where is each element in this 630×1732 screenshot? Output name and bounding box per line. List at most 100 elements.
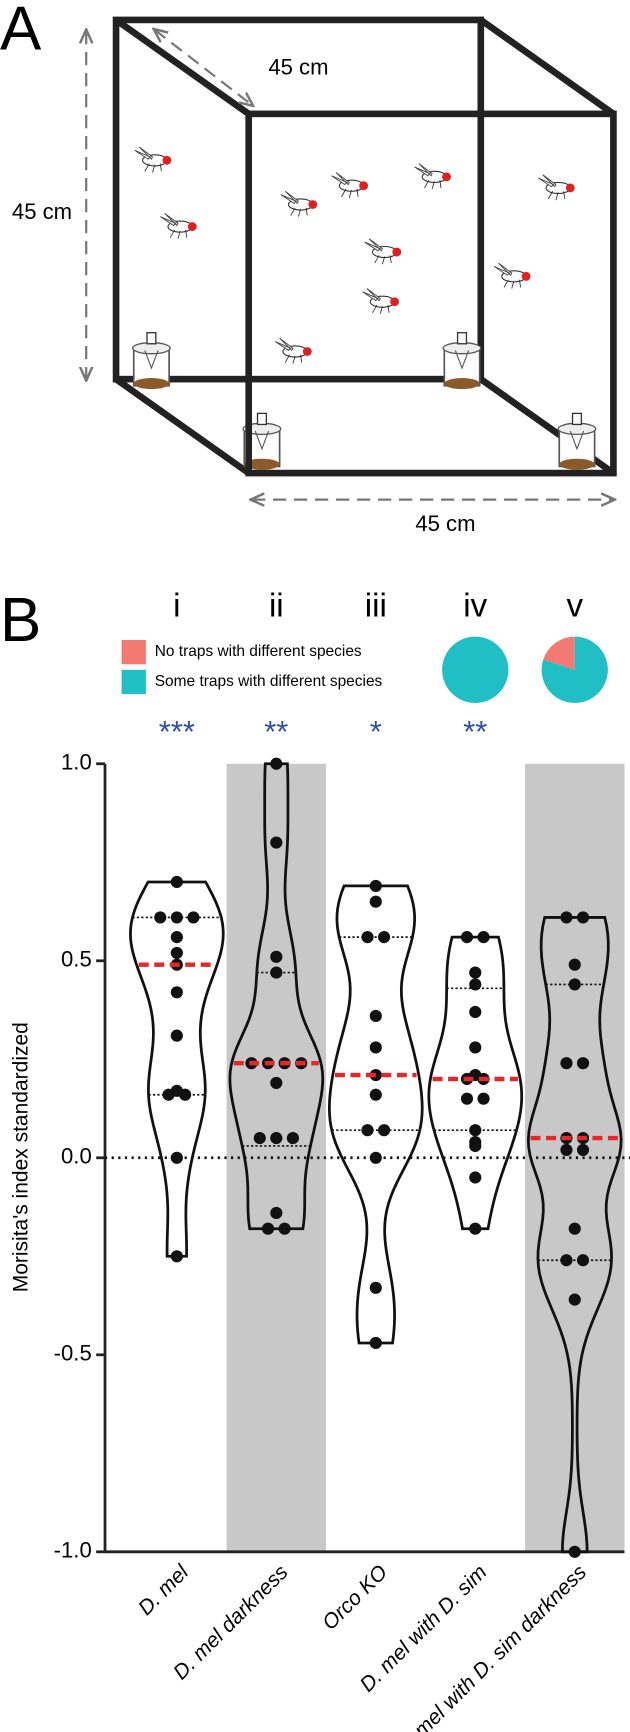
flies [134,146,576,365]
data-point [469,1124,482,1137]
panel-label: B [0,586,41,655]
data-point [369,1151,382,1164]
panel-numeral: i [173,588,180,625]
legend-label: Some traps with different species [155,673,383,690]
data-point [278,1222,291,1235]
data-point [170,946,183,959]
significance: ** [264,714,288,749]
data-point [361,931,374,944]
dimension-label: 45 cm [415,511,475,536]
data-point [477,931,490,944]
panel-label: A [0,0,42,64]
traps [131,331,597,471]
significance: * [370,714,382,749]
data-point [469,978,482,991]
violin [228,762,325,1231]
x-tick-label: D. mel [134,1560,194,1620]
data-point [560,1143,573,1156]
data-point [270,950,283,963]
violin [327,884,424,1345]
data-point [170,1029,183,1042]
data-point [568,978,581,991]
data-point [270,966,283,979]
y-tick-label: -0.5 [54,1341,92,1366]
y-axis-label: Morisita's index standardized [10,1022,33,1292]
data-point [469,966,482,979]
data-point [378,1124,391,1137]
data-point [361,1124,374,1137]
shaded-band [525,763,625,1552]
dimension-label: 45 cm [268,54,328,79]
data-point [170,1250,183,1263]
data-point [179,1088,192,1101]
data-point [369,1336,382,1350]
data-point [477,1092,490,1105]
legend-label: No traps with different species [155,643,362,660]
data-point [460,1092,474,1105]
data-point [286,1132,299,1145]
data-point [270,1206,283,1220]
y-tick-label: 0.0 [61,1144,92,1169]
y-tick-label: 0.5 [61,947,92,972]
data-point [270,1076,283,1090]
pie-slice [541,636,608,703]
panel-a: A 45 cm 45 cm 45 cm [0,0,617,536]
y-tick-label: -1.0 [54,1538,92,1563]
data-point [369,1281,382,1294]
data-point [261,1222,275,1235]
data-point [369,879,382,892]
panel-b: B Morisita's index standardized -1.0 -0.5… [0,586,630,1732]
data-point [560,911,573,924]
data-point [576,1143,590,1156]
x-tick-label: Orco KO [318,1561,392,1635]
data-point [568,958,581,971]
data-point [469,1139,482,1153]
significance: *** [159,714,195,749]
data-point [270,836,283,849]
panel-numeral: iv [463,588,487,625]
data-point [270,757,283,770]
data-point [369,1088,382,1101]
data-point [576,911,590,924]
legend-swatch [121,669,146,695]
data-point [469,1041,482,1054]
panel-numeral: ii [269,588,284,625]
data-point [469,1222,482,1235]
data-point [170,931,183,944]
data-point [170,1151,183,1164]
data-point [576,1254,590,1267]
data-point [253,1132,266,1145]
cube [112,16,616,476]
data-point [369,895,382,908]
dimension-arrows [86,30,613,500]
data-point [576,1057,590,1070]
data-point [170,986,183,999]
y-tick-label: 1.0 [61,750,92,775]
data-point [170,911,183,924]
data-point [187,911,200,924]
data-point [270,1132,283,1145]
data-point [369,1009,382,1023]
data-point [568,1293,581,1306]
violin [526,916,623,1554]
data-point [162,1088,175,1101]
panel-numeral: iii [365,588,387,625]
data-point [369,1041,382,1054]
significance: ** [463,714,487,749]
data-point [460,931,474,944]
cube-front [245,110,617,477]
data-point [469,1171,482,1184]
violin [427,935,524,1231]
data-point [568,1222,581,1235]
data-point [469,1005,482,1019]
pie-slice [543,636,575,670]
data-point [378,931,391,944]
legend-swatch [121,639,146,665]
data-point [568,1545,581,1558]
pie-slice [442,636,509,703]
panel-numeral: v [566,588,583,625]
data-point [560,1057,573,1070]
data-point [154,911,167,924]
data-point [560,1254,573,1267]
